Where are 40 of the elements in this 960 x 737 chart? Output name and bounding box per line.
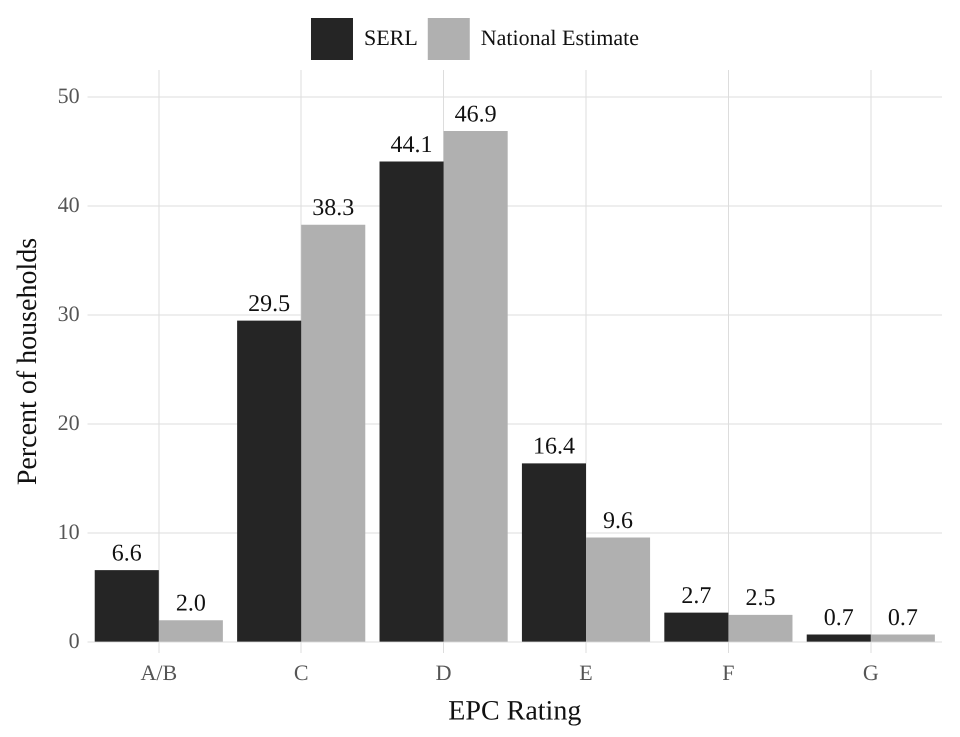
bar [301,224,366,642]
y-tick-label: 20 [58,410,80,435]
y-tick-label: 10 [58,518,80,544]
x-tick-label: E [579,660,593,685]
legend-label: National Estimate [480,24,640,50]
bar [806,634,871,642]
bar [586,537,650,642]
legend-label: SERL [364,24,418,50]
bar [728,614,792,642]
x-tick-label: D [436,660,452,685]
data-label: 6.6 [112,540,142,566]
bar [94,570,159,642]
data-label: 46.9 [454,101,497,128]
x-axis-title: EPC Rating [448,696,582,727]
bar [237,320,302,642]
y-tick-label: 40 [58,192,80,217]
x-tick-label: C [294,660,309,685]
y-tick-label: 30 [58,300,80,326]
bar [522,463,586,642]
x-tick-label: G [862,660,879,685]
bar [870,634,935,642]
bar [444,131,508,642]
y-tick-label: 0 [68,628,80,653]
bar [158,620,223,642]
data-label: 38.3 [312,195,354,222]
data-label: 0.7 [824,604,854,631]
data-label: 29.5 [248,290,290,317]
y-axis-title: Percent of households [12,238,44,486]
bar [664,612,728,642]
y-tick-label: 50 [58,83,80,108]
x-tick-label: A/B [140,660,178,685]
data-label: 2.7 [681,582,712,609]
data-label: 2.5 [745,585,776,612]
data-label: 2.0 [176,590,206,617]
data-label: 9.6 [603,508,634,534]
x-tick-label: F [722,660,735,685]
bar [380,162,444,642]
data-label: 16.4 [532,434,575,460]
data-label: 44.1 [390,132,433,158]
data-label: 0.7 [888,604,918,631]
